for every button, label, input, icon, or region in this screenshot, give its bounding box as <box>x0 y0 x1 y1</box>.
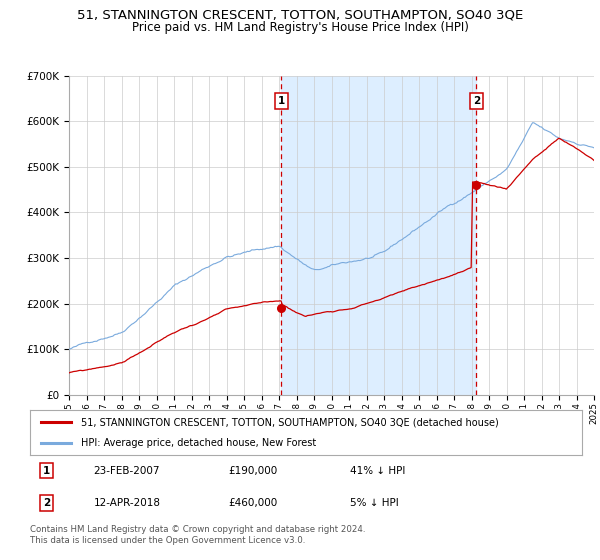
Text: 41% ↓ HPI: 41% ↓ HPI <box>350 465 406 475</box>
Text: £190,000: £190,000 <box>229 465 278 475</box>
Text: 51, STANNINGTON CRESCENT, TOTTON, SOUTHAMPTON, SO40 3QE (detached house): 51, STANNINGTON CRESCENT, TOTTON, SOUTHA… <box>81 417 499 427</box>
Text: 1: 1 <box>278 96 285 106</box>
Text: 51, STANNINGTON CRESCENT, TOTTON, SOUTHAMPTON, SO40 3QE: 51, STANNINGTON CRESCENT, TOTTON, SOUTHA… <box>77 9 523 22</box>
Text: Contains HM Land Registry data © Crown copyright and database right 2024.
This d: Contains HM Land Registry data © Crown c… <box>30 525 365 545</box>
Text: 23-FEB-2007: 23-FEB-2007 <box>94 465 160 475</box>
Text: 1: 1 <box>43 465 50 475</box>
Text: HPI: Average price, detached house, New Forest: HPI: Average price, detached house, New … <box>81 437 316 447</box>
Text: 5% ↓ HPI: 5% ↓ HPI <box>350 498 399 508</box>
Text: 12-APR-2018: 12-APR-2018 <box>94 498 160 508</box>
Text: £460,000: £460,000 <box>229 498 278 508</box>
Text: 2: 2 <box>43 498 50 508</box>
Text: Price paid vs. HM Land Registry's House Price Index (HPI): Price paid vs. HM Land Registry's House … <box>131 21 469 34</box>
Bar <box>281 76 476 395</box>
Text: 2: 2 <box>473 96 480 106</box>
